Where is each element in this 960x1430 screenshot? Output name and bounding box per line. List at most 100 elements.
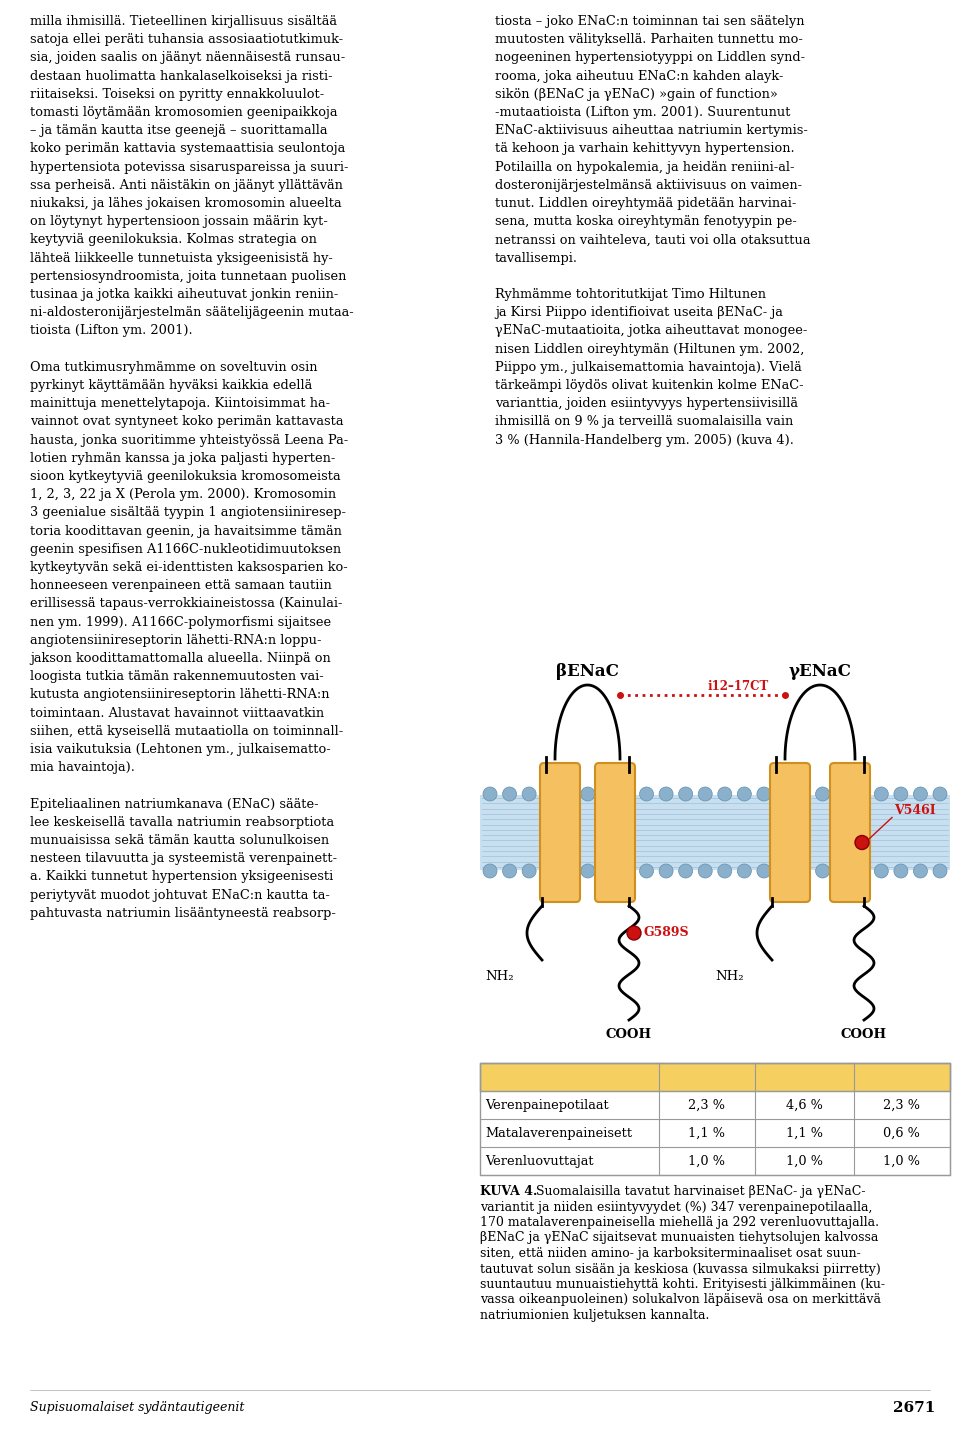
Text: 2,3 %: 2,3 % [688, 1098, 725, 1111]
Circle shape [503, 787, 516, 801]
Text: ssa perheisä. Anti näistäkin on jäänyt yllättävän: ssa perheisä. Anti näistäkin on jäänyt y… [30, 179, 343, 192]
Circle shape [718, 787, 732, 801]
Text: -mutaatioista (Lifton ym. 2001). Suurentunut: -mutaatioista (Lifton ym. 2001). Suurent… [495, 106, 790, 119]
Text: tiosta – joko ENaC:n toiminnan tai sen säätelyn: tiosta – joko ENaC:n toiminnan tai sen s… [495, 14, 804, 29]
Text: COOH: COOH [606, 1028, 652, 1041]
Text: siihen, että kyseisellä mutaatiolla on toiminnall-: siihen, että kyseisellä mutaatiolla on t… [30, 725, 344, 738]
Circle shape [894, 864, 908, 878]
Text: tunut. Liddlen oireyhtymää pidetään harvinai-: tunut. Liddlen oireyhtymää pidetään harv… [495, 197, 797, 210]
Circle shape [777, 787, 790, 801]
Text: βENaC ja γENaC sijaitsevat munuaisten tiehytsolujen kalvossa: βENaC ja γENaC sijaitsevat munuaisten ti… [480, 1231, 878, 1244]
Text: 2671: 2671 [893, 1401, 935, 1416]
Circle shape [854, 787, 869, 801]
Circle shape [483, 864, 497, 878]
Text: toria koodittavan geenin, ja havaitsimme tämän: toria koodittavan geenin, ja havaitsimme… [30, 525, 342, 538]
Text: kytkeytyvän sekä ei-identtisten kaksosparien ko-: kytkeytyvän sekä ei-identtisten kaksospa… [30, 561, 348, 573]
Circle shape [581, 787, 595, 801]
Circle shape [503, 864, 516, 878]
Circle shape [660, 787, 673, 801]
Text: honneeseen verenpaineen että samaan tautiin: honneeseen verenpaineen että samaan taut… [30, 579, 332, 592]
Text: muutosten välityksellä. Parhaiten tunnettu mo-: muutosten välityksellä. Parhaiten tunnet… [495, 33, 803, 46]
Text: ni-aldosteronijärjestelmän säätelijägeenin mutaa-: ni-aldosteronijärjestelmän säätelijägeen… [30, 306, 353, 319]
Text: isia vaikutuksia (Lehtonen ym., julkaisematto-: isia vaikutuksia (Lehtonen ym., julkaise… [30, 744, 331, 756]
Circle shape [718, 864, 732, 878]
Text: sioon kytkeytyviä geenilokuksia kromosomeista: sioon kytkeytyviä geenilokuksia kromosom… [30, 470, 341, 483]
Text: on löytynyt hypertensioon jossain määrin kyt-: on löytynyt hypertensioon jossain määrin… [30, 214, 328, 229]
Circle shape [875, 787, 888, 801]
Circle shape [522, 787, 536, 801]
Circle shape [854, 864, 869, 878]
Text: γENaC-mutaatioita, jotka aiheuttavat monogee-: γENaC-mutaatioita, jotka aiheuttavat mon… [495, 325, 807, 337]
Circle shape [913, 787, 927, 801]
Text: periytyvät muodot johtuvat ENaC:n kautta ta-: periytyvät muodot johtuvat ENaC:n kautta… [30, 888, 330, 901]
Text: V546I: V546I [878, 1070, 925, 1084]
Text: netranssi on vaihteleva, tauti voi olla otaksuttua: netranssi on vaihteleva, tauti voi olla … [495, 233, 810, 246]
Text: 2,3 %: 2,3 % [883, 1098, 921, 1111]
Text: 3 % (Hannila-Handelberg ym. 2005) (kuva 4).: 3 % (Hannila-Handelberg ym. 2005) (kuva … [495, 433, 794, 446]
Text: loogista tutkia tämän rakennemuutosten vai-: loogista tutkia tämän rakennemuutosten v… [30, 671, 324, 684]
Text: hypertensiota potevissa sisaruspareissa ja suuri-: hypertensiota potevissa sisaruspareissa … [30, 160, 348, 173]
Text: siten, että niiden amino- ja karboksiterminaaliset osat suun-: siten, että niiden amino- ja karboksiter… [480, 1247, 861, 1260]
Text: G589S: G589S [644, 927, 689, 940]
Text: nisen Liddlen oireyhtymän (Hiltunen ym. 2002,: nisen Liddlen oireyhtymän (Hiltunen ym. … [495, 343, 804, 356]
Text: sikön (βENaC ja γENaC) »gain of function»: sikön (βENaC ja γENaC) »gain of function… [495, 87, 778, 100]
Circle shape [660, 864, 673, 878]
Circle shape [737, 864, 752, 878]
Text: vassa oikeanpuoleinen) solukalvon läpäisevä osa on merkittävä: vassa oikeanpuoleinen) solukalvon läpäis… [480, 1294, 881, 1307]
Text: nen ym. 1999). A1166C-polymorfismi sijaitsee: nen ym. 1999). A1166C-polymorfismi sijai… [30, 615, 331, 629]
Text: Epiteliaalinen natriumkanava (ENaC) sääte-: Epiteliaalinen natriumkanava (ENaC) säät… [30, 798, 319, 811]
Bar [480, 1062, 950, 1175]
Text: nesteen tilavuutta ja systeemistä verenpainett-: nesteen tilavuutta ja systeemistä verenp… [30, 852, 337, 865]
Text: 1,1 %: 1,1 % [786, 1127, 823, 1140]
Circle shape [816, 864, 829, 878]
Text: 1,0 %: 1,0 % [688, 1154, 725, 1167]
Circle shape [600, 864, 614, 878]
Text: NH₂: NH₂ [486, 970, 514, 982]
Text: nogeeninen hypertensiotyyppi on Liddlen synd-: nogeeninen hypertensiotyyppi on Liddlen … [495, 51, 805, 64]
Circle shape [835, 787, 850, 801]
Text: tomasti löytämään kromosomien geenipaikkoja: tomasti löytämään kromosomien geenipaikk… [30, 106, 338, 119]
Text: Verenpainepotilaat: Verenpainepotilaat [485, 1098, 609, 1111]
Circle shape [698, 787, 712, 801]
Circle shape [541, 864, 556, 878]
Text: niukaksi, ja lähes jokaisen kromosomin alueelta: niukaksi, ja lähes jokaisen kromosomin a… [30, 197, 342, 210]
Text: varianttia, joiden esiintyvyys hypertensiivisillä: varianttia, joiden esiintyvyys hypertens… [495, 398, 798, 410]
Text: G589S: G589S [682, 1070, 732, 1084]
Circle shape [933, 787, 947, 801]
Bar [480, 1062, 950, 1091]
Text: pertensiosyndroomista, joita tunnetaan puolisen: pertensiosyndroomista, joita tunnetaan p… [30, 270, 347, 283]
Text: γENaC: γENaC [788, 664, 852, 681]
Text: destaan huolimatta hankalaselkoiseksi ja risti-: destaan huolimatta hankalaselkoiseksi ja… [30, 70, 332, 83]
Text: V546I: V546I [894, 805, 936, 818]
Circle shape [600, 787, 614, 801]
Text: geenin spesifisen A1166C-nukleotidimuutoksen: geenin spesifisen A1166C-nukleotidimuuto… [30, 543, 341, 556]
Text: pyrkinyt käyttämään hyväksi kaikkia edellä: pyrkinyt käyttämään hyväksi kaikkia edel… [30, 379, 312, 392]
Circle shape [777, 864, 790, 878]
Text: erillisessä tapaus-verrokkiaineistossa (Kainulai-: erillisessä tapaus-verrokkiaineistossa (… [30, 598, 343, 611]
Text: ja Kirsi Piippo identifioivat useita βENaC- ja: ja Kirsi Piippo identifioivat useita βEN… [495, 306, 782, 319]
Text: Ryhmämme tohtoritutkijat Timo Hiltunen: Ryhmämme tohtoritutkijat Timo Hiltunen [495, 287, 766, 300]
Circle shape [796, 787, 810, 801]
Circle shape [855, 835, 869, 849]
Text: tioista (Lifton ym. 2001).: tioista (Lifton ym. 2001). [30, 325, 193, 337]
Circle shape [620, 787, 634, 801]
Text: mainittuja menettelytapoja. Kiintoisimmat ha-: mainittuja menettelytapoja. Kiintoisimma… [30, 398, 330, 410]
Text: 1,1 %: 1,1 % [688, 1127, 725, 1140]
Circle shape [816, 787, 829, 801]
Text: mia havaintoja).: mia havaintoja). [30, 761, 134, 774]
Circle shape [620, 864, 634, 878]
Text: pahtuvasta natriumin lisääntyneestä reabsorp-: pahtuvasta natriumin lisääntyneestä reab… [30, 907, 336, 919]
Text: keytyviä geenilokuksia. Kolmas strategia on: keytyviä geenilokuksia. Kolmas strategia… [30, 233, 317, 246]
Text: i12–17CT: i12–17CT [708, 681, 769, 694]
Text: dosteronijärjestelmänsä aktiivisuus on vaimen-: dosteronijärjestelmänsä aktiivisuus on v… [495, 179, 803, 192]
Text: i12-17CT: i12-17CT [769, 1070, 840, 1084]
Circle shape [698, 864, 712, 878]
Text: 170 matalaverenpaineisella miehellä ja 292 verenluovuttajalla.: 170 matalaverenpaineisella miehellä ja 2… [480, 1216, 879, 1228]
Circle shape [483, 787, 497, 801]
FancyBboxPatch shape [830, 764, 870, 902]
Circle shape [562, 787, 575, 801]
Text: Supisuomalaiset sydäntautigeenit: Supisuomalaiset sydäntautigeenit [30, 1401, 245, 1414]
Circle shape [913, 864, 927, 878]
Text: Potilailla on hypokalemia, ja heidän reniini-al-: Potilailla on hypokalemia, ja heidän ren… [495, 160, 795, 173]
Text: NH₂: NH₂ [715, 970, 744, 982]
